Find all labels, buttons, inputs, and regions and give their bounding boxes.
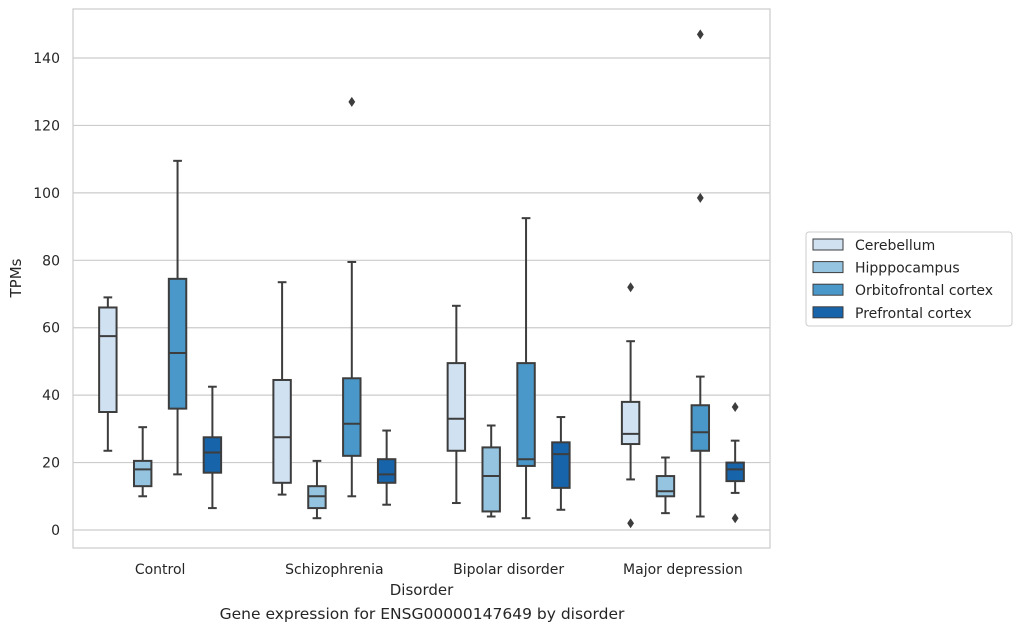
box-orbitofrontal-cortex — [342, 96, 362, 498]
box-orbitofrontal-cortex — [516, 217, 536, 520]
box-orbitofrontal-cortex — [690, 29, 711, 518]
legend-label: Cerebellum — [855, 238, 935, 254]
iqr-box — [376, 458, 397, 484]
legend-swatch — [812, 306, 844, 319]
iqr-box — [167, 277, 188, 410]
box-cerebellum — [272, 281, 292, 496]
y-tick-label: 40 — [42, 388, 60, 404]
outlier-point — [731, 513, 739, 524]
box-cerebellum — [620, 282, 641, 529]
box-prefrontal-cortex — [551, 416, 571, 511]
iqr-box — [202, 436, 223, 474]
iqr-box — [620, 400, 641, 446]
iqr-box — [725, 461, 745, 483]
iqr-box — [342, 377, 362, 457]
y-tick-label: 20 — [42, 456, 60, 472]
iqr-box — [551, 441, 571, 489]
y-tick-label: 80 — [42, 253, 60, 269]
grid-layer — [73, 57, 770, 531]
box-prefrontal-cortex — [376, 429, 397, 506]
y-axis-ticks: 0 20 40 60 80 100 120 140 — [33, 51, 60, 539]
iqr-box — [516, 362, 536, 467]
y-tick-label: 60 — [42, 321, 60, 337]
iqr-box — [481, 446, 501, 513]
y-tick-label: 120 — [33, 118, 60, 134]
legend: Cerebellum Hipppocampus Orbitofrontal cort… — [805, 231, 1013, 327]
iqr-box — [690, 404, 711, 452]
y-tick-label: 0 — [51, 523, 60, 539]
box-hipppocampus — [132, 426, 153, 498]
box-layer — [98, 29, 745, 529]
x-axis-label: Disorder — [390, 581, 454, 599]
x-axis-ticks: Control Schizophrenia Bipolar disorder Majo… — [135, 562, 743, 578]
x-tick-label: Control — [135, 562, 186, 578]
box-prefrontal-cortex — [725, 401, 745, 524]
x-tick-label: Schizophrenia — [285, 562, 383, 578]
outlier-point — [696, 192, 704, 203]
legend-swatch — [812, 283, 844, 296]
legend-label: Prefrontal cortex — [855, 306, 972, 322]
outlier-point — [731, 401, 739, 412]
legend-label: Orbitofrontal cortex — [855, 283, 993, 299]
outlier-point — [627, 518, 634, 529]
iqr-box — [98, 306, 118, 414]
iqr-box — [655, 475, 676, 498]
box-hipppocampus — [655, 456, 676, 515]
legend-label: Hipppocampus — [855, 261, 960, 277]
box-prefrontal-cortex — [202, 385, 223, 510]
box-hipppocampus — [307, 459, 327, 520]
box-hipppocampus — [481, 424, 501, 518]
outlier-point — [348, 96, 356, 107]
y-tick-label: 140 — [33, 51, 60, 67]
legend-frame — [805, 231, 1013, 327]
plot-frame — [72, 8, 771, 549]
box-cerebellum — [446, 304, 467, 505]
x-tick-label: Bipolar disorder — [453, 562, 564, 578]
x-tick-label: Major depression — [623, 562, 743, 578]
chart-caption: Gene expression for ENSG00000147649 by d… — [219, 605, 625, 623]
y-tick-label: 100 — [33, 186, 60, 202]
box-orbitofrontal-cortex — [167, 159, 188, 476]
box-cerebellum — [98, 296, 118, 452]
legend-swatch — [812, 261, 844, 274]
iqr-box — [446, 362, 467, 452]
outlier-point — [696, 29, 704, 40]
y-axis-label: TPMs — [7, 258, 25, 298]
iqr-box — [132, 459, 153, 488]
outlier-point — [627, 282, 634, 293]
iqr-box — [272, 378, 292, 484]
legend-swatch — [812, 238, 844, 251]
